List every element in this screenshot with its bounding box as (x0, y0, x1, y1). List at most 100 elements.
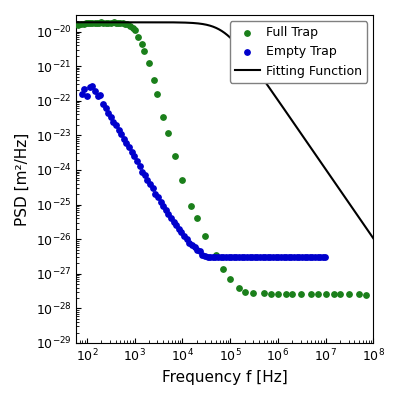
Empty Trap (189, 241, 195, 248)
Full Trap (283, 291, 290, 297)
Empty Trap (272, 254, 279, 260)
Empty Trap (233, 254, 240, 260)
Fitting Function (362, 224, 367, 228)
Empty Trap (115, 127, 122, 134)
Empty Trap (155, 194, 161, 201)
Full Trap (298, 291, 304, 297)
Full Trap (122, 20, 128, 27)
Empty Trap (236, 254, 242, 260)
Empty Trap (212, 254, 219, 260)
Fitting Function (89, 20, 94, 25)
Full Trap (308, 291, 314, 297)
Full Trap (141, 48, 148, 54)
Empty Trap (105, 110, 111, 116)
Empty Trap (299, 254, 305, 260)
Full Trap (146, 60, 152, 66)
Empty Trap (113, 122, 119, 128)
Empty Trap (320, 254, 326, 260)
Empty Trap (87, 84, 93, 90)
Full Trap (154, 90, 161, 97)
Fitting Function (74, 20, 79, 25)
Full Trap (356, 291, 362, 297)
Full Trap (80, 20, 87, 27)
Full Trap (98, 19, 104, 26)
Empty Trap (108, 113, 114, 120)
Empty Trap (254, 254, 260, 260)
Fitting Function (362, 224, 367, 228)
Full Trap (315, 291, 322, 297)
Empty Trap (314, 254, 321, 260)
Empty Trap (126, 144, 132, 150)
Empty Trap (309, 254, 316, 260)
Full Trap (108, 19, 114, 26)
Full Trap (85, 20, 91, 26)
Empty Trap (223, 254, 229, 260)
Full Trap (105, 19, 112, 26)
Empty Trap (152, 191, 158, 197)
Empty Trap (136, 163, 143, 169)
Full Trap (275, 291, 281, 297)
Empty Trap (121, 136, 127, 142)
Empty Trap (228, 254, 234, 260)
Full Trap (124, 21, 130, 28)
Empty Trap (184, 236, 190, 242)
Full Trap (132, 27, 138, 33)
Empty Trap (199, 252, 206, 258)
Full Trap (260, 290, 267, 297)
Empty Trap (317, 254, 323, 260)
Empty Trap (322, 254, 329, 260)
Empty Trap (265, 254, 271, 260)
Empty Trap (173, 222, 180, 228)
Empty Trap (312, 254, 318, 260)
Full Trap (227, 276, 234, 282)
Full Trap (83, 20, 89, 26)
Empty Trap (218, 254, 224, 260)
Full Trap (135, 34, 142, 40)
Fitting Function (371, 236, 376, 241)
Empty Trap (288, 254, 295, 260)
Empty Trap (231, 254, 237, 260)
Full Trap (331, 291, 337, 297)
Empty Trap (147, 180, 153, 187)
Empty Trap (92, 88, 98, 94)
Empty Trap (244, 254, 250, 260)
Empty Trap (196, 248, 203, 254)
Empty Trap (194, 246, 200, 253)
Full Trap (92, 19, 98, 26)
Empty Trap (157, 199, 164, 205)
Full Trap (89, 20, 96, 26)
Full Trap (103, 19, 109, 26)
Full Trap (115, 19, 121, 26)
Full Trap (96, 19, 102, 26)
Empty Trap (100, 101, 106, 107)
Empty Trap (160, 203, 166, 209)
Fitting Function (210, 24, 215, 29)
Empty Trap (84, 92, 90, 99)
Full Trap (345, 291, 352, 297)
Empty Trap (210, 254, 216, 260)
Empty Trap (128, 149, 135, 156)
Empty Trap (123, 140, 130, 146)
Empty Trap (225, 254, 232, 260)
Empty Trap (81, 86, 88, 92)
Empty Trap (89, 83, 96, 90)
Full Trap (220, 266, 226, 272)
Full Trap (160, 113, 167, 120)
Full Trap (194, 215, 200, 222)
Full Trap (241, 289, 248, 295)
Empty Trap (246, 254, 253, 260)
Empty Trap (202, 253, 208, 260)
Empty Trap (142, 172, 148, 178)
Empty Trap (215, 254, 221, 260)
Empty Trap (301, 254, 308, 260)
Empty Trap (176, 226, 182, 232)
Empty Trap (291, 254, 297, 260)
Fitting Function (308, 145, 313, 150)
Empty Trap (204, 254, 211, 260)
Full Trap (188, 203, 194, 209)
Empty Trap (286, 254, 292, 260)
Empty Trap (165, 210, 172, 217)
Empty Trap (304, 254, 310, 260)
Empty Trap (306, 254, 313, 260)
Empty Trap (144, 177, 150, 184)
